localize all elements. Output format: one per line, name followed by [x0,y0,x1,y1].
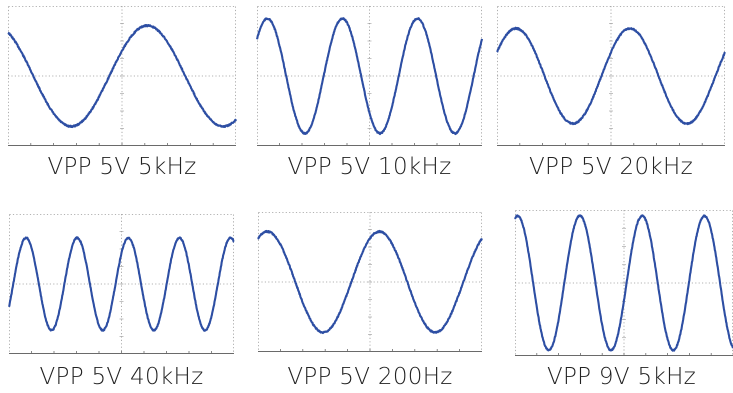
waveform-trace [496,26,726,126]
waveform-trace [514,214,733,352]
waveform-trace [255,17,484,136]
scope-panel-5 [257,212,483,352]
scope-plot-6 [514,210,733,356]
waveform-trace [8,236,235,332]
scope-plot-3 [496,6,726,146]
scope-panel-2 [255,6,484,146]
scope-plot-5 [257,212,483,352]
scope-caption-2: VPP 5V 10kHz [287,154,452,180]
waveform-trace [257,229,483,335]
scope-caption-6: VPP 9V 5kHz [546,364,697,390]
scope-panel-1 [7,6,237,146]
scope-caption-4: VPP 5V 40kHz [39,364,204,390]
scope-caption-3: VPP 5V 20kHz [528,154,694,180]
scope-plot-1 [7,6,237,146]
waveform-trace [7,24,237,129]
scope-caption-5: VPP 5V 200Hz [287,364,453,390]
scope-panel-4 [8,214,235,354]
scope-plot-2 [255,6,484,146]
scope-panel-6 [514,210,733,356]
scope-caption-1: VPP 5V 5kHz [47,154,197,180]
scope-plot-4 [8,214,235,354]
scope-panel-3 [496,6,726,146]
